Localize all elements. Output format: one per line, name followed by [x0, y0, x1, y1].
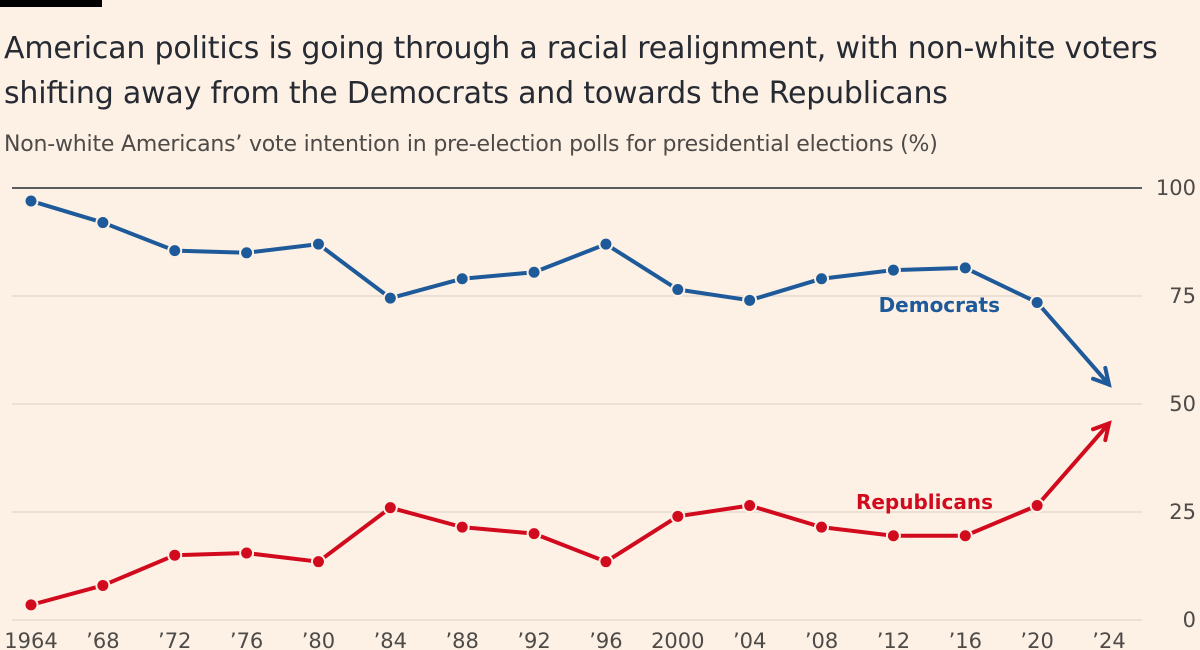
democrats-label: Democrats	[879, 293, 1000, 317]
y-tick-label-50: 50	[1169, 392, 1196, 416]
democrats-point-1988	[454, 271, 470, 287]
x-tick-label-1976: ’76	[230, 629, 263, 650]
republicans-point-1984	[382, 500, 398, 516]
republicans-point-2008	[814, 519, 830, 535]
democrats-point-2000	[670, 282, 686, 298]
democrats-point-1964	[23, 193, 39, 209]
democrats-point-1980	[310, 236, 326, 252]
x-tick-label-1964: 1964	[4, 629, 57, 650]
democrats-point-2016	[957, 260, 973, 276]
series-layer	[23, 193, 1112, 613]
democrats-point-1984	[382, 290, 398, 306]
x-axis: 1964 ’68 ’72 ’76 ’80 ’84 ’88 ’92 ’96 2000 ’04 ’08 ’1…	[4, 629, 1125, 650]
x-tick-label-1968: ’68	[86, 629, 119, 650]
y-tick-label-25: 25	[1169, 500, 1196, 524]
republicans-point-1968	[95, 577, 111, 593]
democrats-point-2020	[1029, 294, 1045, 310]
republicans-point-1976	[239, 545, 255, 561]
x-tick-label-1980: ’80	[302, 629, 335, 650]
x-tick-label-1996: ’96	[589, 629, 622, 650]
x-tick-label-1992: ’92	[517, 629, 550, 650]
democrats-series	[23, 193, 1112, 388]
chart-subtitle: Non-white Americans’ vote intention in p…	[4, 132, 938, 157]
republicans-point-2004	[742, 498, 758, 514]
republicans-label: Republicans	[856, 490, 993, 514]
republicans-series	[23, 420, 1112, 613]
republicans-point-2012	[885, 528, 901, 544]
x-tick-label-1972: ’72	[158, 629, 191, 650]
democrats-point-1972	[167, 243, 183, 259]
democrats-point-1976	[239, 245, 255, 261]
republicans-line	[29, 421, 1111, 607]
republicans-point-1964	[23, 597, 39, 613]
republicans-point-2000	[670, 508, 686, 524]
x-tick-label-2012: ’12	[877, 629, 910, 650]
x-tick-label-2016: ’16	[949, 629, 982, 650]
republicans-point-2016	[957, 528, 973, 544]
republicans-point-1972	[167, 547, 183, 563]
democrats-point-1992	[526, 264, 542, 280]
democrats-line	[29, 198, 1111, 387]
x-tick-label-2020: ’20	[1020, 629, 1053, 650]
democrats-arrowhead	[1091, 365, 1112, 388]
y-axis: 0 25 50 75 100	[1156, 176, 1196, 632]
democrats-point-2008	[814, 271, 830, 287]
republicans-arrowhead	[1091, 420, 1112, 443]
x-tick-label-2008: ’08	[805, 629, 838, 650]
y-tick-label-0: 0	[1183, 608, 1196, 632]
y-tick-label-75: 75	[1169, 284, 1196, 308]
x-tick-label-2004: ’04	[733, 629, 766, 650]
republicans-point-1996	[598, 554, 614, 570]
democrats-point-2012	[885, 262, 901, 278]
republicans-point-2020	[1029, 498, 1045, 514]
republicans-point-1992	[526, 526, 542, 542]
democrats-point-1968	[95, 215, 111, 231]
y-tick-label-100: 100	[1156, 176, 1196, 200]
x-tick-label-2024: ’24	[1092, 629, 1125, 650]
gridlines	[12, 295, 1142, 621]
chart-title: American politics is going through a rac…	[4, 31, 1158, 111]
series-labels: Democrats Republicans	[856, 293, 1000, 514]
x-tick-label-2000: 2000	[651, 629, 704, 650]
x-tick-label-1988: ’88	[445, 629, 478, 650]
brand-bar	[0, 0, 102, 7]
republicans-point-1988	[454, 519, 470, 535]
x-tick-label-1984: ’84	[374, 629, 407, 650]
republicans-point-1980	[310, 554, 326, 570]
democrats-point-2004	[742, 292, 758, 308]
democrats-point-1996	[598, 236, 614, 252]
